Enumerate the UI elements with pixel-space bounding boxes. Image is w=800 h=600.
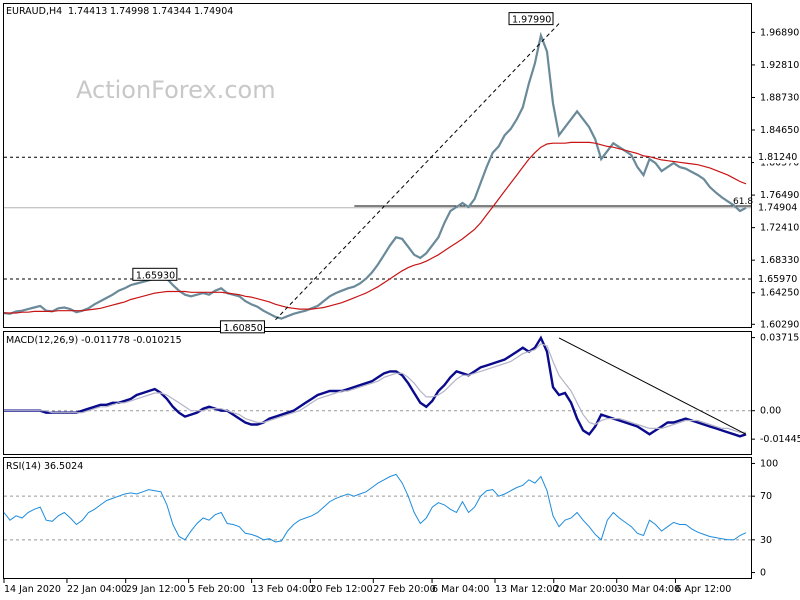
- price-tick-label: 1.60290: [760, 319, 799, 330]
- current-price-box: [754, 201, 800, 214]
- series-signal: [4, 343, 746, 433]
- ohlc-close: 1.74904: [194, 6, 233, 17]
- rsi-label: RSI(14) 36.5024: [6, 461, 83, 472]
- symbol-label: EURAUD,H4: [6, 6, 62, 17]
- price-trendline: [275, 23, 560, 321]
- price-tick-label: 1.84650: [760, 125, 799, 136]
- price-tick-label: 1.72410: [760, 223, 799, 234]
- price-series: [3, 31, 747, 320]
- macd-series: [4, 335, 747, 438]
- macd-trendline: [558, 337, 747, 435]
- rsi-axis: 100 70 30 0: [4, 458, 778, 579]
- price-tick-label: 1.68330: [760, 255, 799, 266]
- macd-tick-label: -0.014457: [760, 434, 800, 445]
- annotation-label: 1.65930: [136, 270, 175, 281]
- x-tick-label: 14 Jan 2020: [4, 584, 61, 595]
- price-annotations: 1.97990 1.65930 1.60850: [132, 12, 560, 334]
- macd-tick-label: 0.00: [760, 406, 781, 417]
- x-tick-label: 6 Apr 12:00: [675, 584, 731, 595]
- price-panel-frame: [3, 3, 752, 328]
- ohlc-high: 1.74998: [110, 6, 149, 17]
- macd-panel-frame: [3, 331, 752, 455]
- rsi-tick-label: 100: [760, 458, 778, 469]
- annotation-box: [219, 320, 265, 334]
- watermark: ActionForex.com: [76, 76, 276, 104]
- current-price-label: 1.74904: [758, 203, 797, 214]
- macd-tick-label: 0.037153: [760, 333, 800, 344]
- rsi-tick-label: 30: [760, 535, 772, 546]
- price-tick-label: 1.92810: [760, 60, 799, 71]
- x-tick-label: 20 Feb 12:00: [310, 584, 372, 595]
- rsi-tick-label: 0: [760, 568, 766, 579]
- x-tick-label: 5 Feb 20:00: [189, 584, 245, 595]
- x-tick-label: 27 Feb 20:00: [373, 584, 435, 595]
- series-macd: [4, 335, 747, 438]
- x-tick-label: 13 Mar 12:00: [495, 584, 558, 595]
- macd-label: MACD(12,26,9) -0.011778 -0.010215: [6, 335, 182, 346]
- fib-label: 61.8: [733, 197, 753, 207]
- x-tick-label: 6 Mar 04:00: [432, 584, 489, 595]
- ohlc-open: 1.74413: [68, 6, 107, 17]
- x-tick-label: 29 Jan 12:00: [126, 584, 186, 595]
- price-level-label: 1.65970: [758, 274, 797, 285]
- rsi-tick-label: 70: [760, 491, 772, 502]
- x-tick-label: 13 Feb 04:00: [252, 584, 314, 595]
- price-level-box: [754, 272, 800, 285]
- series-rsi: [3, 473, 747, 543]
- annotation-label: 1.97990: [512, 15, 551, 26]
- x-tick-label: 20 Mar 20:00: [554, 584, 617, 595]
- annotation-label: 1.60850: [223, 323, 262, 334]
- rsi-panel-frame: [3, 457, 752, 579]
- price-levels: 1.81240 1.65970 61.8 1.74904: [4, 151, 800, 285]
- price-tick-label: 1.76490: [760, 190, 799, 201]
- price-level-box: [754, 151, 800, 164]
- annotation-box: [508, 12, 554, 26]
- x-tick-label: 22 Jan 04:00: [67, 584, 127, 595]
- x-tick-label: 30 Mar 04:00: [617, 584, 680, 595]
- series-ma: [4, 141, 747, 314]
- ohlc-low: 1.74344: [152, 6, 191, 17]
- annotation-box: [132, 267, 178, 281]
- price-level-label: 1.81240: [758, 152, 797, 163]
- rsi-series: [3, 473, 747, 543]
- price-tick-label: 1.96890: [760, 27, 799, 38]
- price-tick-label: 1.88730: [760, 92, 799, 103]
- price-tick-label: 1.64250: [760, 288, 799, 299]
- macd-axis: 0.037153 0.00 -0.014457: [4, 333, 800, 445]
